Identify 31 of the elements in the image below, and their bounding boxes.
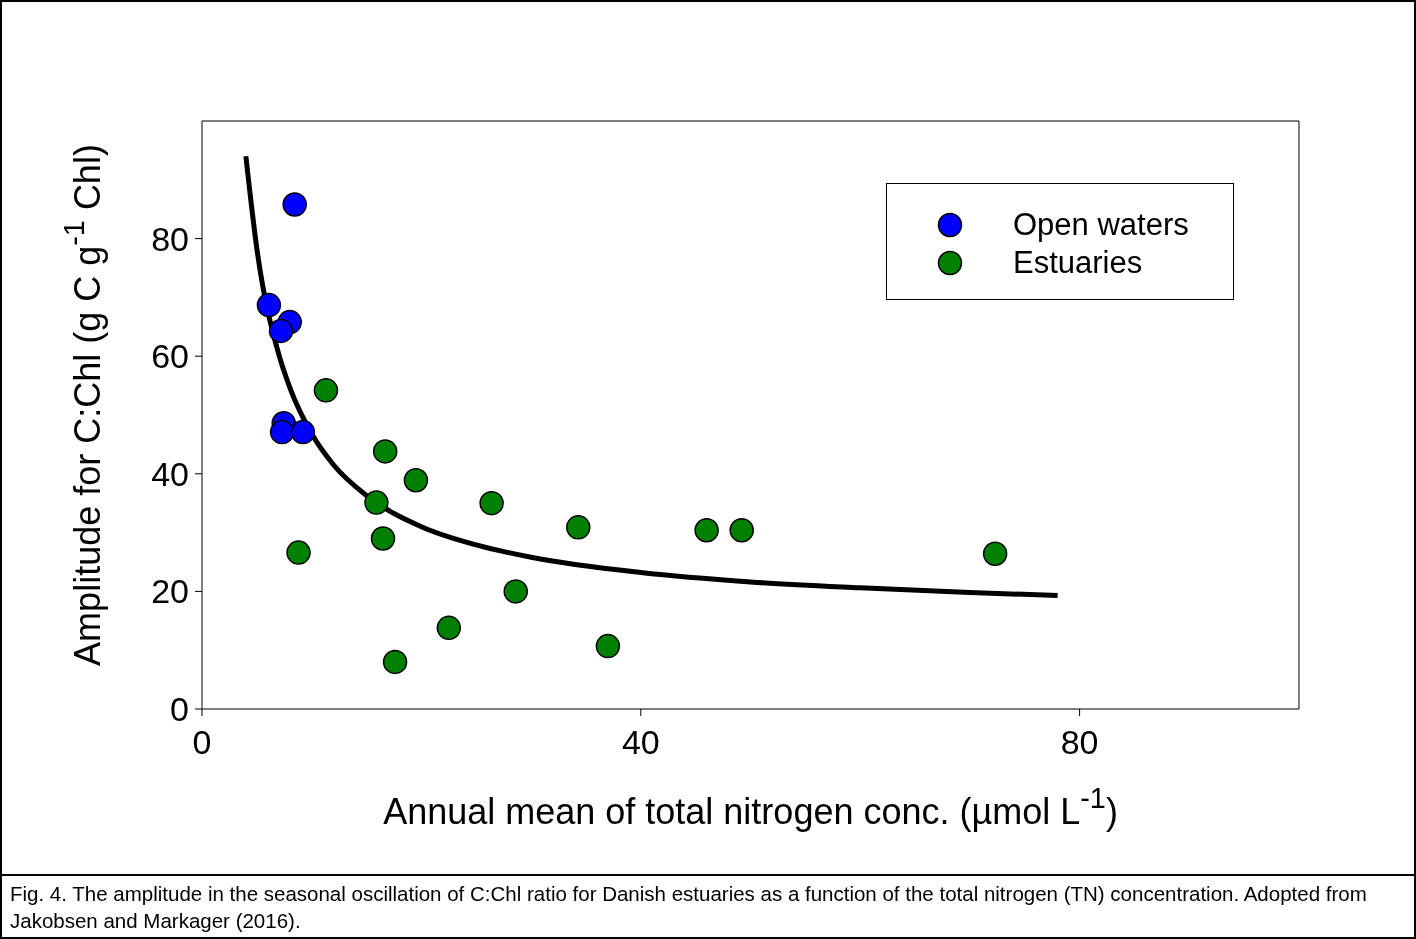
point xyxy=(503,579,528,604)
point xyxy=(282,192,307,217)
y-tick-label: 20 xyxy=(151,572,189,611)
caption: Fig. 4. The amplitude in the seasonal oscillation of C:Chl ratio for Danish estuaries as a function of the total nitrogen (TN) concentration. Adopted from Jakobsen and Markager (2016). xyxy=(10,881,1368,934)
x-tick-label: 40 xyxy=(621,723,660,762)
x-tick-label: 80 xyxy=(1060,723,1099,762)
point xyxy=(370,526,396,551)
x-axis-title: Annual mean of total nitrogen conc. (µmol L$^{-1}$) xyxy=(383,782,1118,832)
point xyxy=(595,633,621,659)
legend-label: Open waters xyxy=(1013,207,1189,243)
y-tick-label: 80 xyxy=(151,219,189,258)
point xyxy=(364,490,389,515)
legend-label: Estuaries xyxy=(1013,245,1143,281)
y-tick-label: 60 xyxy=(151,337,189,376)
point xyxy=(372,439,398,464)
point xyxy=(479,490,504,516)
y-tick-label: 0 xyxy=(170,690,189,729)
point xyxy=(729,518,754,543)
point xyxy=(566,515,591,540)
point xyxy=(382,649,408,675)
point xyxy=(403,468,429,493)
point xyxy=(436,615,462,641)
point xyxy=(269,419,295,445)
point xyxy=(256,292,282,318)
point xyxy=(694,518,719,543)
point xyxy=(290,419,316,445)
point xyxy=(313,378,339,403)
point xyxy=(268,318,294,344)
point xyxy=(286,540,311,565)
y-tick-label: 40 xyxy=(151,454,189,493)
point xyxy=(982,541,1008,567)
